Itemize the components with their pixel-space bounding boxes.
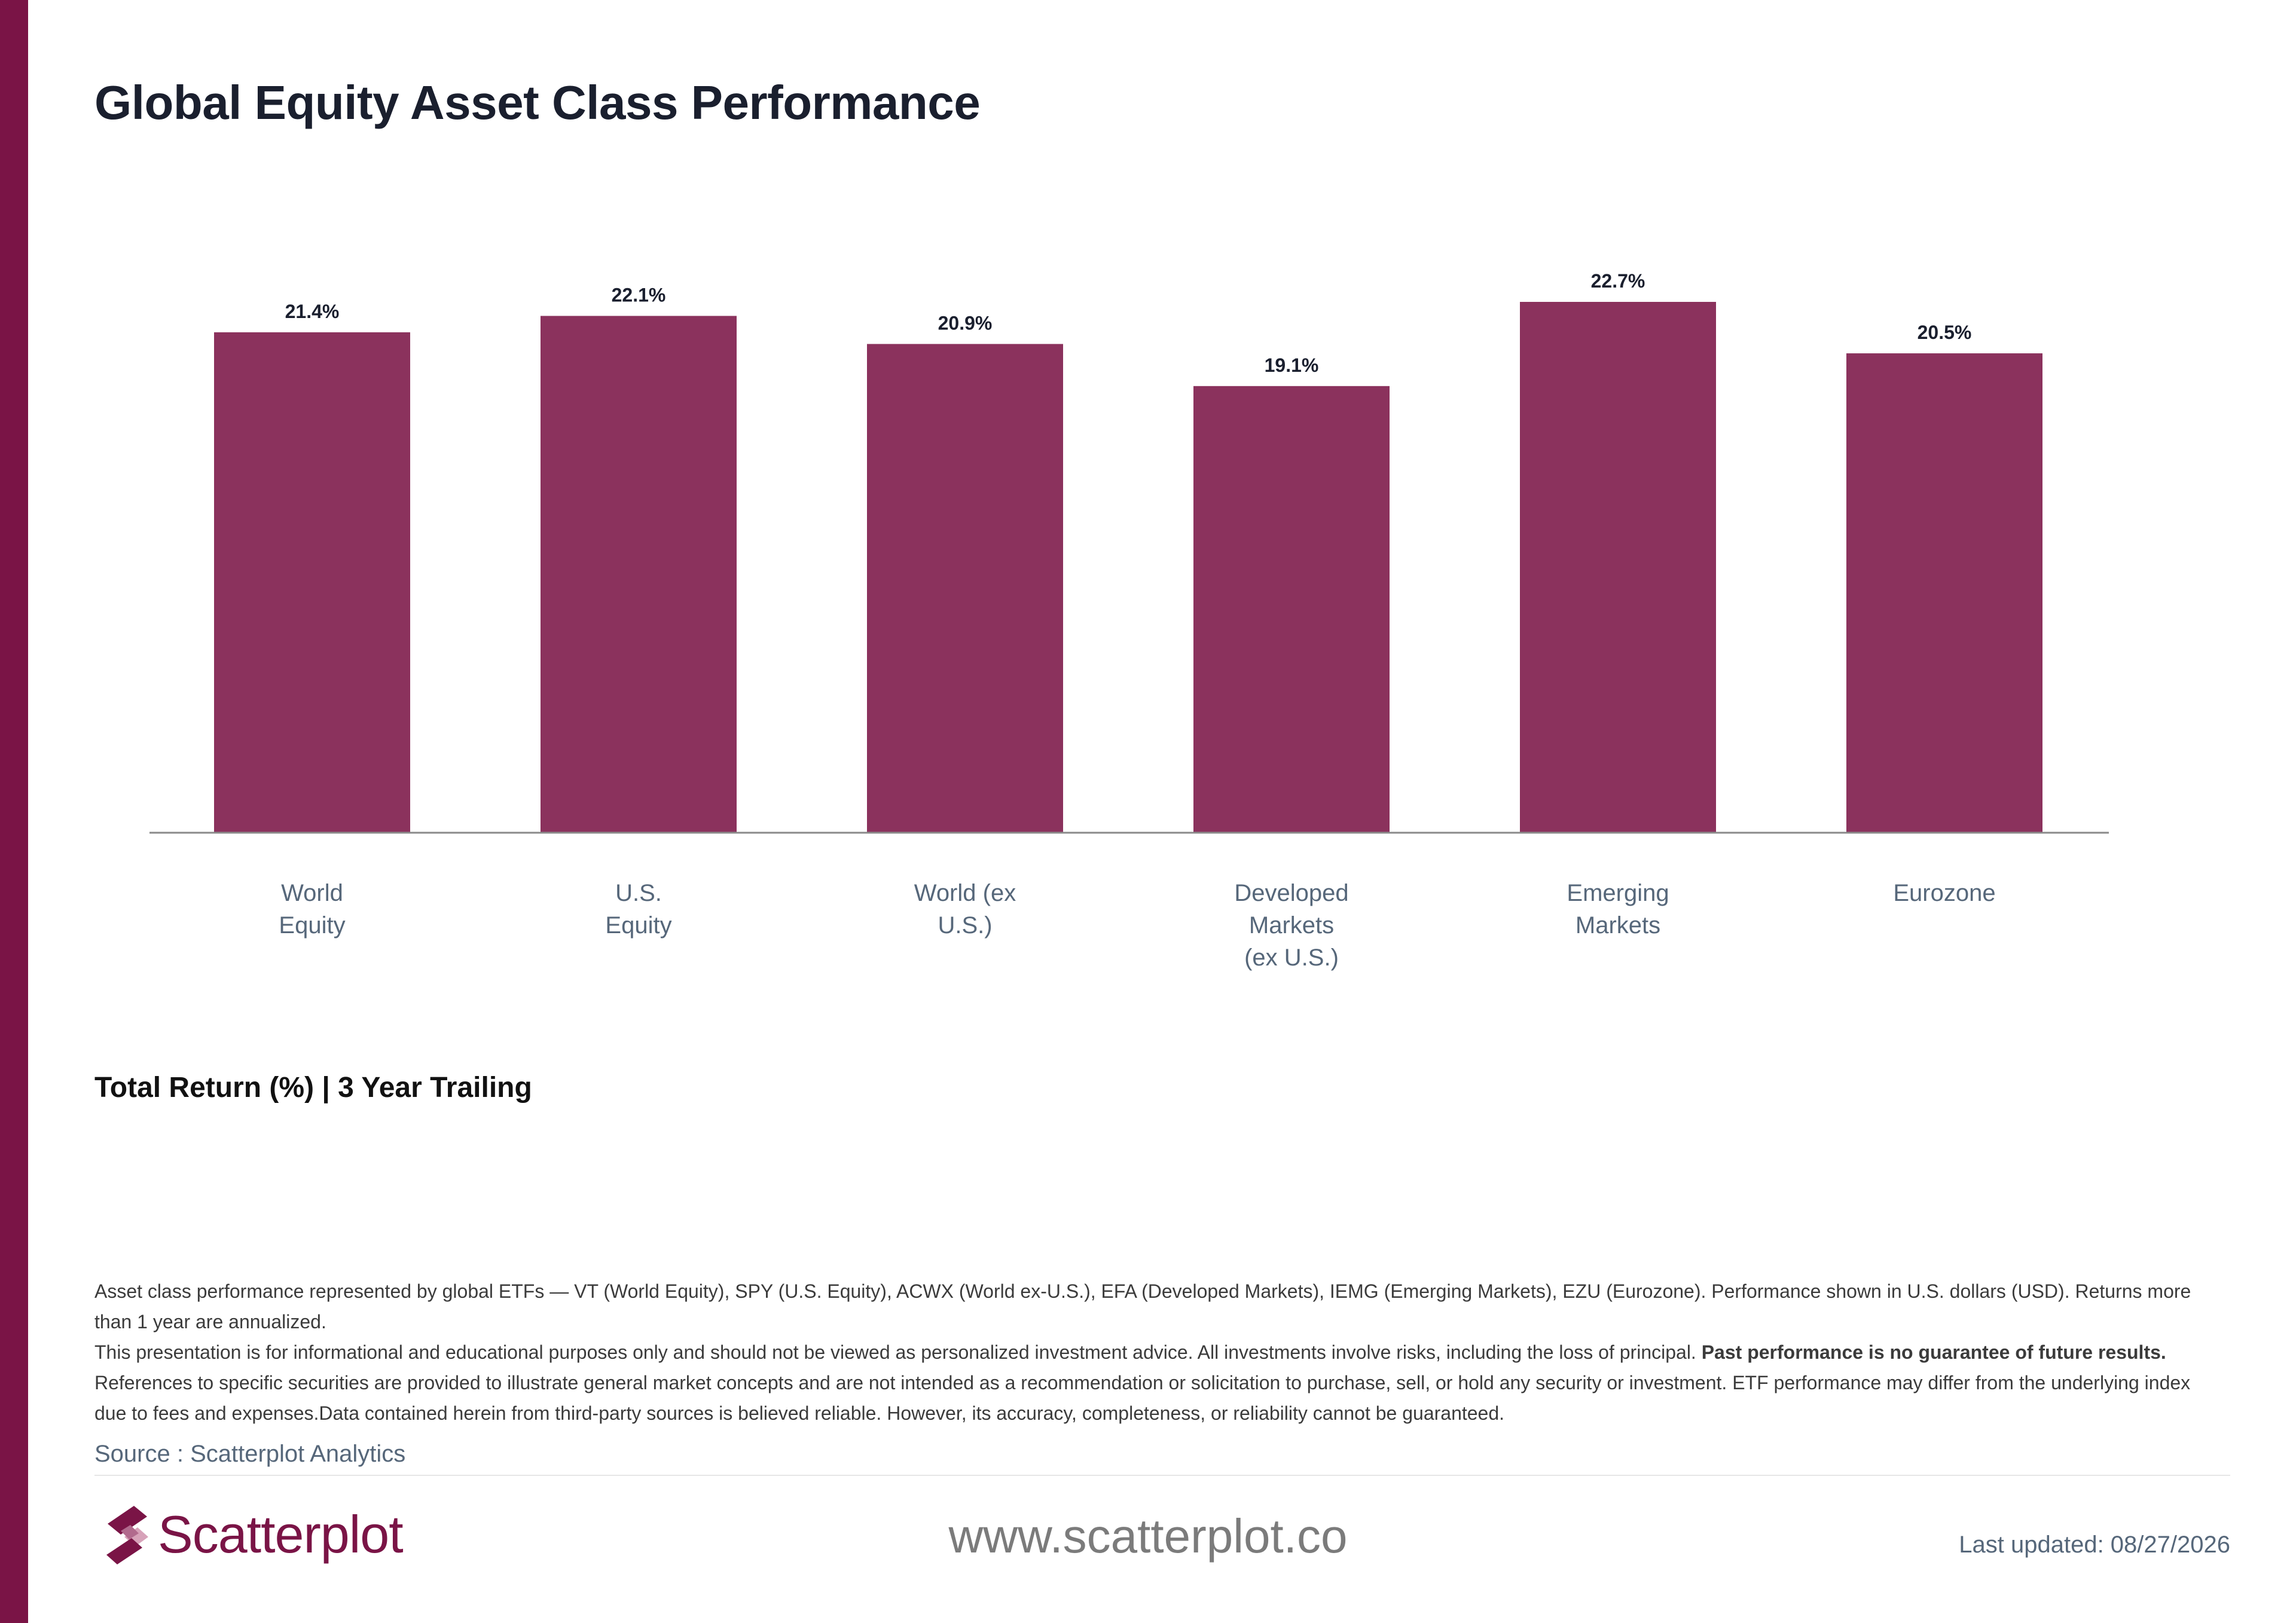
category-label-line: Equity <box>279 912 346 939</box>
bar-value-label: 20.9% <box>938 312 993 334</box>
category-label-line: Emerging <box>1567 880 1669 906</box>
advice-disclaimer-text: This presentation is for informational a… <box>94 1341 1696 1363</box>
scatterplot-logo-icon <box>106 1506 148 1564</box>
page-title: Global Equity Asset Class Performance <box>94 76 981 129</box>
website-url[interactable]: www.scatterplot.co <box>948 1509 1348 1563</box>
category-label: World Equity <box>216 877 408 942</box>
category-label-line: U.S. <box>615 880 662 906</box>
bar-value-label: 22.1% <box>612 284 666 305</box>
brand-name: Scatterplot <box>158 1505 404 1564</box>
category-label-line: Markets <box>1575 912 1661 939</box>
category-label: Eurozone <box>1849 877 2040 909</box>
last-updated: Last updated: 08/27/2026 <box>1959 1532 2230 1558</box>
advice-disclaimer-rest: References to specific securities are pr… <box>94 1372 2191 1424</box>
category-label-line: U.S.) <box>938 912 993 939</box>
bar-value-label: 20.5% <box>1918 322 1972 343</box>
bar-4 <box>1520 302 1716 833</box>
bar-3 <box>1193 386 1390 833</box>
category-label-line: World (ex <box>914 880 1016 906</box>
bar-0 <box>214 332 410 833</box>
footer-divider <box>94 1475 2230 1476</box>
category-label-line: Developed <box>1234 880 1349 906</box>
bar-chart: 21.4% 22.1% 20.9% 19.1% 22.7% 20.5% <box>149 270 2109 834</box>
bar-value-label: 19.1% <box>1265 354 1319 376</box>
etf-note: Asset class performance represented by g… <box>94 1280 2191 1332</box>
category-label: World (ex U.S.) <box>869 877 1061 942</box>
category-label-line: Eurozone <box>1893 880 1996 906</box>
category-label-line: (ex U.S.) <box>1244 945 1339 971</box>
bar-value-label: 21.4% <box>285 301 340 322</box>
past-performance-warning: Past performance is no guarantee of futu… <box>1701 1341 2166 1363</box>
category-label-line: Markets <box>1248 912 1335 939</box>
advice-disclaimer: This presentation is for informational a… <box>94 1337 2223 1429</box>
source-note: Source : Scatterplot Analytics <box>94 1441 406 1467</box>
disclaimer: Asset class performance represented by g… <box>94 1276 2223 1429</box>
chart-subtitle: Total Return (%) | 3 Year Trailing <box>94 1072 532 1104</box>
bar-value-label: 22.7% <box>1591 270 1645 292</box>
bar-2 <box>867 344 1063 833</box>
category-label-line: World <box>281 880 343 906</box>
category-label: Developed Markets (ex U.S.) <box>1196 877 1387 974</box>
category-label-line: Equity <box>605 912 672 939</box>
bar-5 <box>1846 353 2042 833</box>
brand-logo: Scatterplot <box>103 1502 404 1567</box>
category-label: Emerging Markets <box>1522 877 1714 942</box>
left-accent-bar <box>0 0 28 1623</box>
category-label: U.S. Equity <box>543 877 734 942</box>
bar-1 <box>541 316 737 833</box>
